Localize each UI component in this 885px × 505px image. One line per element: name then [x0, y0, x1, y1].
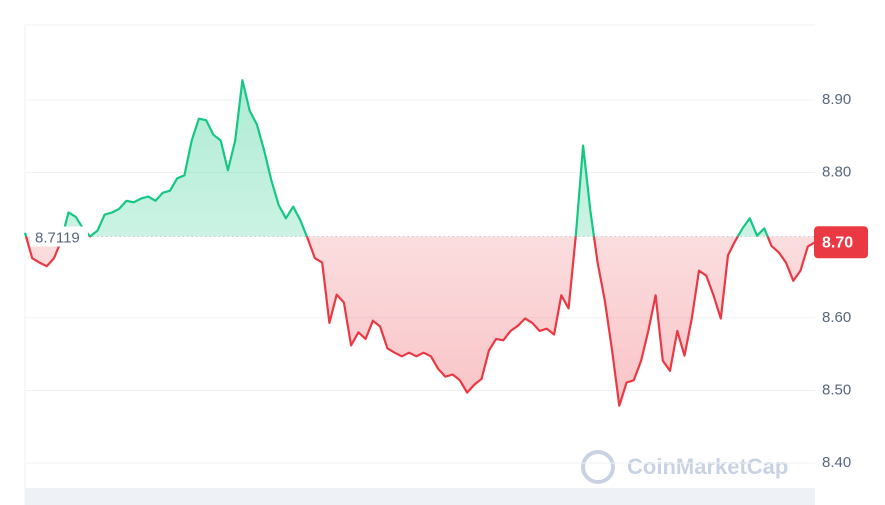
y-tick-label: 8.90: [822, 91, 851, 108]
area-up: [25, 80, 815, 237]
last-price-box: [814, 226, 868, 259]
y-tick-label: 8.50: [822, 381, 851, 398]
watermark: CoinMarketCap: [581, 450, 788, 484]
watermark-text: CoinMarketCap: [627, 454, 788, 479]
price-line-up: [23, 79, 769, 237]
volume-strip: [25, 488, 815, 505]
watermark-logo: [581, 450, 615, 484]
baseline-label: 8.7119: [35, 229, 80, 246]
area-down: [26, 236, 815, 406]
last-price-label: 8.70: [822, 234, 853, 251]
y-tick-label: 8.80: [822, 163, 851, 180]
y-tick-label: 8.60: [822, 309, 851, 326]
baseline-label-bg: [30, 226, 88, 247]
price-line-down: [24, 236, 816, 407]
y-tick-label: 8.40: [822, 454, 851, 471]
